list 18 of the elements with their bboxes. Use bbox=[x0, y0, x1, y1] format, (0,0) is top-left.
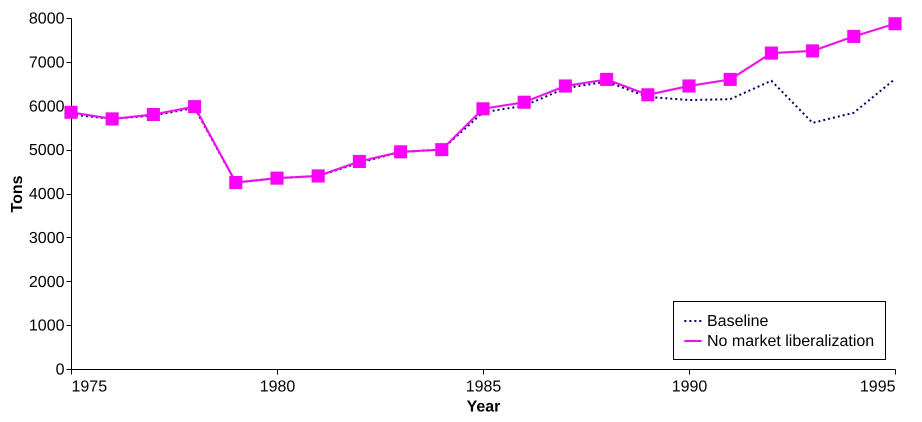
x-tick-label: 1975 bbox=[72, 378, 108, 396]
y-tick-label: 4000 bbox=[28, 186, 65, 203]
y-axis-title: Tons bbox=[8, 175, 26, 213]
y-tick-label: 0 bbox=[56, 362, 65, 378]
x-tick-label: 1985 bbox=[466, 378, 502, 396]
legend-label: No market liberalization bbox=[707, 333, 874, 350]
y-tick-label: 7000 bbox=[28, 54, 65, 72]
y-tick-label: 3000 bbox=[28, 230, 65, 247]
x-tick-label: 1995 bbox=[860, 378, 896, 396]
x-tick-label: 1980 bbox=[260, 378, 296, 396]
legend-label: Baseline bbox=[707, 313, 768, 330]
y-tick-label: 1000 bbox=[28, 318, 65, 335]
x-axis-title: Year bbox=[466, 398, 500, 416]
y-tick-label: 5000 bbox=[28, 142, 65, 160]
y-tick-label: 6000 bbox=[28, 98, 65, 116]
y-tick-label: 8000 bbox=[28, 10, 65, 28]
y-tick-label: 2000 bbox=[28, 274, 65, 291]
x-tick-label: 1990 bbox=[672, 378, 708, 396]
